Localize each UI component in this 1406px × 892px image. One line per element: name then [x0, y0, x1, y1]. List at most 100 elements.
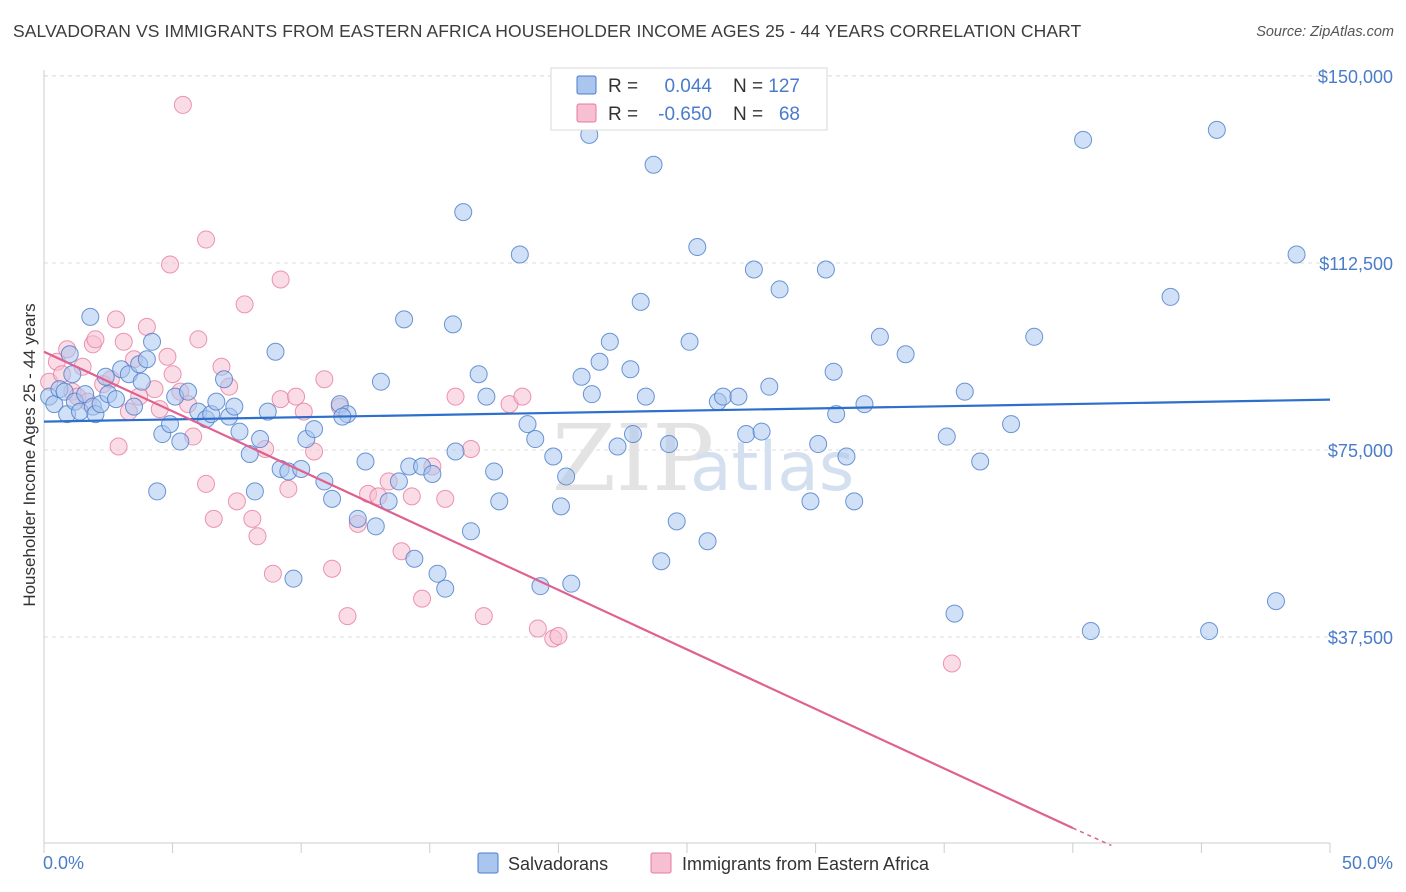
stats-legend-box: R = 0.044 N = 127 R = -0.650 N = 68 [550, 67, 828, 131]
eastern-africa-point-9 [86, 330, 105, 349]
salvadoran-point-76 [518, 415, 537, 434]
source-attribution: Source: ZipAtlas.com [1256, 24, 1394, 40]
salvadoran-point-104 [744, 260, 763, 279]
eastern-africa-point-31 [227, 492, 246, 511]
salvadoran-point-89 [623, 425, 642, 444]
salvadoran-point-125 [1207, 120, 1226, 139]
eastern-africa-point-27 [197, 474, 216, 493]
chart-title: SALVADORAN VS IMMIGRANTS FROM EASTERN AF… [13, 21, 1082, 41]
watermark: ZIP atlas [552, 405, 854, 512]
y-tick-labels: $37,500 $75,000 $112,500 $150,000 [1318, 67, 1393, 648]
salvadoran-point-107 [770, 280, 789, 299]
trend-lines [43, 350, 1331, 847]
salvadoran-point-67 [454, 203, 473, 222]
salvadoran-point-48 [305, 420, 324, 439]
eastern-africa-point-52 [413, 589, 432, 608]
salvadoran-point-84 [582, 385, 601, 404]
salvadoran-point-79 [544, 447, 563, 466]
y-axis-label: Householder Income Ages 25 - 44 years [20, 303, 39, 606]
salvadoran-point-41 [258, 402, 277, 421]
salvadoran-point-69 [469, 365, 488, 384]
salvadoran-point-113 [837, 447, 856, 466]
series-immigrants-eastern-africa [40, 95, 961, 673]
stats-swatch-pink [576, 103, 597, 123]
eastern-africa-point-43 [323, 559, 342, 578]
salvadoran-point-121 [1002, 415, 1021, 434]
salvadoran-point-16 [107, 390, 126, 409]
eastern-africa-point-51 [402, 487, 421, 506]
x-tick-label-min: 0.0% [43, 853, 84, 873]
salvadoran-point-73 [395, 310, 414, 329]
salvadoran-point-126 [1266, 592, 1285, 611]
salvadoran-point-118 [937, 427, 956, 446]
salvadoran-point-94 [659, 435, 678, 454]
salvadoran-point-42 [266, 342, 285, 361]
legend-label-salvadorans: Salvadorans [508, 854, 608, 874]
stats-r-label-blue: R = [608, 76, 638, 97]
salvadoran-point-98 [698, 532, 717, 551]
salvadoran-point-37 [230, 422, 249, 441]
salvadoran-point-91 [636, 387, 655, 406]
salvadoran-point-115 [855, 395, 874, 414]
salvadoran-point-55 [356, 452, 375, 471]
eastern-africa-point-54 [436, 489, 455, 508]
eastern-africa-point-12 [107, 310, 126, 329]
salvadoran-point-61 [405, 549, 424, 568]
axes [43, 70, 1331, 853]
salvadoran-point-103 [737, 425, 756, 444]
salvadoran-point-114 [845, 492, 864, 511]
stats-n-label-blue: N = [733, 76, 763, 97]
salvadoran-point-81 [557, 467, 576, 486]
y-tick-label-1: $75,000 [1328, 441, 1393, 461]
salvadoran-point-83 [572, 367, 591, 386]
salvadoran-point-106 [760, 377, 779, 396]
salvadoran-point-86 [600, 332, 619, 351]
salvadoran-point-105 [752, 422, 771, 441]
salvadoran-point-122 [1081, 622, 1100, 641]
salvadoran-point-123 [1074, 130, 1093, 149]
y-tick-label-3: $150,000 [1318, 67, 1393, 87]
salvadoran-point-19 [125, 397, 144, 416]
salvadoran-point-65 [436, 579, 455, 598]
eastern-africa-point-37 [271, 390, 290, 409]
salvadoran-point-40 [251, 430, 270, 449]
salvadoran-point-124 [1200, 622, 1219, 641]
legend-swatch-eastern-africa [650, 852, 672, 874]
salvadoran-point-64 [428, 564, 447, 583]
watermark-zip: ZIP [552, 405, 714, 512]
eastern-africa-point-60 [528, 619, 547, 638]
salvadoran-point-57 [371, 372, 390, 391]
salvadoran-point-101 [714, 387, 733, 406]
salvadoran-point-74 [443, 315, 462, 334]
salvadoran-point-78 [531, 577, 550, 596]
eastern-africa-point-26 [189, 330, 208, 349]
watermark-atlas: atlas [690, 428, 854, 507]
eastern-africa-point-55 [446, 387, 465, 406]
salvadoran-point-119 [945, 604, 964, 623]
eastern-africa-point-36 [263, 564, 282, 583]
eastern-africa-point-65 [271, 270, 290, 289]
salvadoran-point-93 [652, 552, 671, 571]
salvadoran-point-116 [870, 327, 889, 346]
bottom-legend: Salvadorans Immigrants from Eastern Afri… [477, 852, 930, 874]
salvadoran-point-92 [644, 155, 663, 174]
salvadoran-point-97 [688, 238, 707, 257]
salvadoran-point-82 [562, 574, 581, 593]
stats-r-label-pink: R = [608, 104, 638, 125]
trend-line-salvadorans [43, 398, 1331, 423]
salvadoran-point-85 [590, 352, 609, 371]
eastern-africa-point-38 [279, 479, 298, 498]
salvadoran-point-23 [143, 332, 162, 351]
salvadoran-point-75 [510, 245, 529, 264]
salvadoran-point-128 [955, 382, 974, 401]
eastern-africa-point-22 [163, 365, 182, 384]
salvadoran-point-36 [225, 397, 244, 416]
eastern-africa-point-18 [137, 317, 156, 336]
eastern-africa-point-66 [942, 654, 961, 673]
salvadoran-point-130 [1161, 287, 1180, 306]
salvadoran-point-111 [824, 362, 843, 381]
stats-r-value-blue: 0.044 [664, 76, 712, 97]
y-tick-label-0: $37,500 [1328, 628, 1393, 648]
salvadoran-point-110 [816, 260, 835, 279]
